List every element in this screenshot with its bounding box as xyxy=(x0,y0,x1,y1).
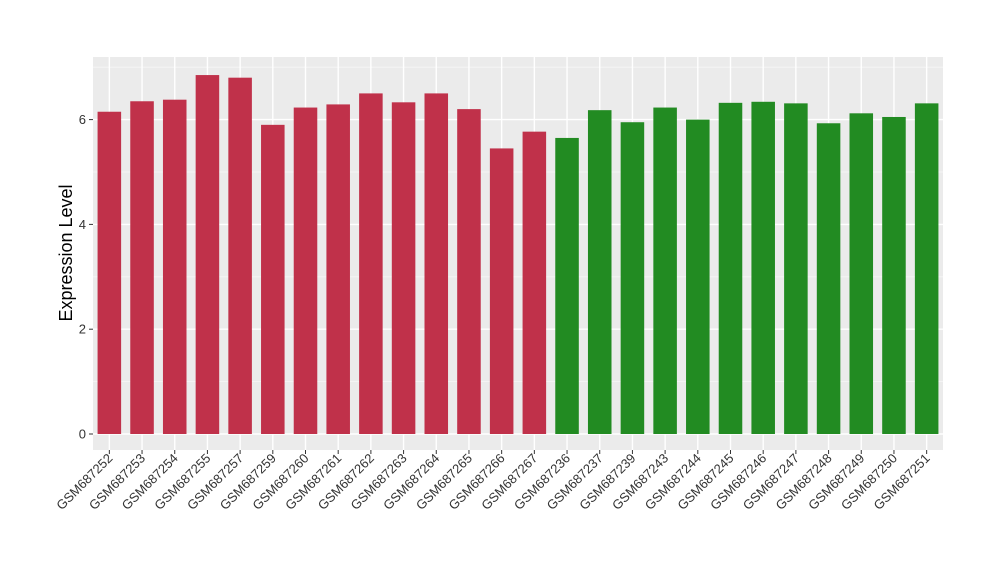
bar-GSM687245 xyxy=(718,102,743,434)
bar-GSM687265 xyxy=(457,109,481,435)
x-axis: GSM687252GSM687253GSM687254GSM687255GSM6… xyxy=(53,450,933,513)
bar-GSM687253 xyxy=(130,101,154,434)
y-tick-label: 0 xyxy=(79,427,86,442)
bar-GSM687255 xyxy=(195,75,220,434)
bar-GSM687251 xyxy=(914,103,939,434)
y-tick-label: 2 xyxy=(79,322,86,337)
bar-GSM687239 xyxy=(620,122,645,434)
bar-GSM687252 xyxy=(97,111,122,435)
bar-GSM687236 xyxy=(555,137,579,434)
y-axis-title: Expression Level xyxy=(56,184,76,321)
bars xyxy=(97,75,939,435)
y-tick-label: 4 xyxy=(79,217,86,232)
bar-GSM687247 xyxy=(784,103,808,434)
y-tick-label: 6 xyxy=(79,112,86,127)
bar-GSM687250 xyxy=(882,116,906,434)
bar-GSM687263 xyxy=(391,102,416,435)
bar-GSM687254 xyxy=(162,99,187,435)
bar-GSM687248 xyxy=(816,123,841,434)
bar-GSM687243 xyxy=(653,107,677,434)
bar-GSM687267 xyxy=(522,131,547,435)
bar-GSM687259 xyxy=(261,124,285,434)
bar-GSM687244 xyxy=(686,119,710,434)
bar-GSM687260 xyxy=(293,107,318,434)
bar-GSM687249 xyxy=(849,113,874,434)
bar-GSM687237 xyxy=(587,110,612,434)
y-axis: 0 2 4 6 xyxy=(79,112,93,442)
bar-GSM687246 xyxy=(751,101,775,434)
bar-GSM687264 xyxy=(424,93,449,435)
bar-GSM687261 xyxy=(326,104,350,435)
bar-GSM687262 xyxy=(359,93,383,435)
plot-panel xyxy=(93,57,943,450)
bar-GSM687266 xyxy=(489,148,514,435)
bar-GSM687257 xyxy=(228,77,252,435)
